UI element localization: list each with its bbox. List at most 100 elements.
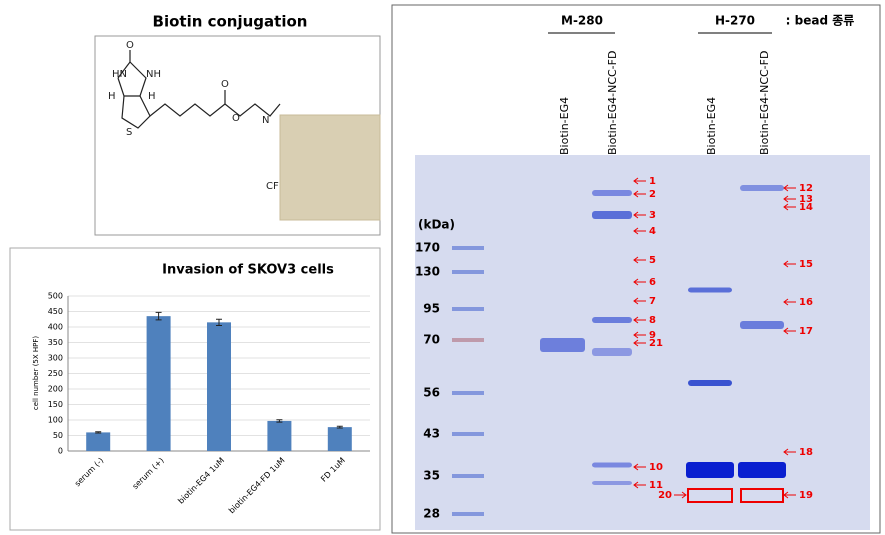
gel-band — [592, 481, 632, 485]
band-arrow — [633, 331, 646, 339]
marker-band — [452, 474, 484, 478]
marker-band — [452, 391, 484, 395]
band-arrow — [783, 327, 796, 335]
error-bar — [95, 431, 102, 434]
y-tick-label: 500 — [48, 292, 63, 301]
band-arrow — [633, 190, 646, 198]
gel-band — [738, 462, 786, 478]
chart-title: Invasion of SKOV3 cells — [162, 263, 334, 278]
gel-band — [540, 338, 585, 352]
band-number: 6 — [649, 277, 656, 288]
marker-label: 95 — [423, 302, 440, 316]
marker-label: 35 — [423, 469, 440, 483]
band-number: 2 — [649, 189, 656, 200]
band-number: 7 — [649, 296, 656, 307]
band-arrow — [783, 184, 796, 192]
band-arrow — [783, 448, 796, 456]
band-arrow — [674, 491, 687, 499]
band-number: 19 — [799, 490, 813, 501]
band-arrow — [633, 278, 646, 286]
lane-label: Biotin-EG4-NCC-FD — [758, 51, 771, 155]
y-tick-label: 200 — [48, 385, 63, 394]
error-bar — [276, 419, 283, 423]
gel-band — [688, 287, 732, 293]
band-arrow — [633, 256, 646, 264]
band-arrow — [633, 211, 646, 219]
band-arrow — [783, 195, 796, 203]
marker-label: 28 — [423, 507, 440, 521]
kda-unit: (kDa) — [418, 218, 455, 232]
band-number: 14 — [799, 202, 813, 213]
lane-label: Biotin-EG4 — [558, 97, 571, 155]
band-number: 5 — [649, 255, 656, 266]
highlight-box — [687, 488, 733, 503]
atom: O — [232, 113, 240, 124]
lane-label: Biotin-EG4 — [705, 97, 718, 155]
band-number: 15 — [799, 259, 813, 270]
band-arrow — [633, 463, 646, 471]
band-arrow — [783, 260, 796, 268]
gel-band — [592, 211, 632, 219]
gel-band — [740, 185, 784, 191]
gel-band — [688, 380, 732, 386]
bead-note: : bead 종류 — [786, 14, 855, 28]
atom: H — [108, 91, 116, 102]
marker-label: 130 — [415, 265, 440, 279]
atom: CF — [266, 181, 279, 192]
atom: S — [126, 127, 132, 138]
bead-group: H-270 — [715, 14, 755, 28]
band-arrow — [783, 298, 796, 306]
y-tick-label: 50 — [53, 431, 63, 440]
marker-label: 43 — [423, 427, 440, 441]
band-arrow — [633, 316, 646, 324]
gel-band — [740, 321, 784, 329]
band-number: 9 — [649, 330, 656, 341]
band-number: 10 — [649, 462, 663, 473]
bar — [207, 322, 231, 451]
band-arrow — [633, 297, 646, 305]
band-arrow — [633, 227, 646, 235]
band-arrow — [633, 339, 646, 347]
band-number: 11 — [649, 480, 663, 491]
band-number: 18 — [799, 447, 813, 458]
y-tick-label: 150 — [48, 400, 63, 409]
bead-group: M-280 — [561, 14, 603, 28]
atom: HN — [112, 69, 127, 80]
atom: H — [148, 91, 156, 102]
y-tick-label: 350 — [48, 338, 63, 347]
lane-label: Biotin-EG4-NCC-FD — [606, 51, 619, 155]
band-number: 21 — [649, 338, 663, 349]
y-tick-label: 300 — [48, 354, 63, 363]
band-number: 8 — [649, 315, 656, 326]
atom: O — [221, 79, 229, 90]
atom: NH — [146, 69, 161, 80]
gel-band — [686, 462, 734, 478]
band-arrow — [633, 177, 646, 185]
y-tick-label: 250 — [48, 369, 63, 378]
error-bar — [336, 425, 343, 429]
marker-label: 56 — [423, 386, 440, 400]
structure-skeleton — [117, 50, 281, 129]
marker-band — [452, 432, 484, 436]
band-number: 17 — [799, 326, 813, 337]
y-tick-label: 450 — [48, 307, 63, 316]
marker-band — [452, 338, 484, 342]
y-axis-label: cell number (5X HPF) — [32, 336, 40, 411]
bar — [327, 427, 352, 451]
atom: O — [126, 40, 134, 51]
y-tick-label: 0 — [58, 447, 63, 456]
gel-band — [592, 348, 632, 356]
structure-title: Biotin conjugation — [153, 13, 308, 31]
band-arrow — [783, 491, 796, 499]
marker-band — [452, 307, 484, 311]
texture-patch — [279, 114, 381, 221]
band-arrow — [633, 481, 646, 489]
gel-band — [592, 190, 632, 196]
band-number: 20 — [658, 490, 672, 501]
band-number: 1 — [649, 176, 656, 187]
band-number: 13 — [799, 194, 813, 205]
highlight-box — [740, 488, 784, 503]
bar — [86, 432, 111, 451]
atom: N — [262, 115, 269, 126]
